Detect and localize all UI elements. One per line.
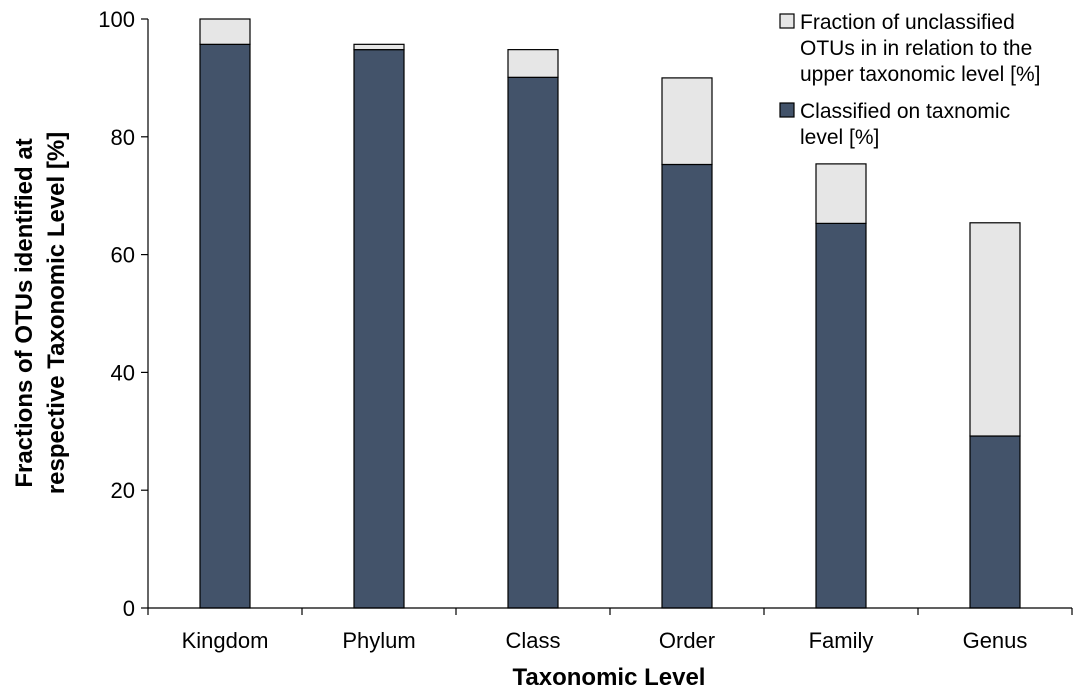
y-tick-label: 100	[98, 7, 135, 32]
bar-family-classified	[815, 222, 867, 609]
bar-kingdom-unclassified	[199, 18, 251, 45]
bar-genus-unclassified	[969, 222, 1021, 437]
x-tick-label-genus: Genus	[963, 628, 1028, 653]
bar-genus-classified	[969, 435, 1021, 609]
bar-order-classified	[661, 163, 713, 609]
x-tick-label-kingdom: Kingdom	[182, 628, 269, 653]
y-axis-title: Fractions of OTUs identified at respecti…	[11, 132, 70, 494]
legend-label: Fraction of unclassified	[800, 11, 1015, 34]
bar-phylum-classified	[353, 49, 405, 609]
y-tick-label: 60	[111, 243, 135, 268]
legend-label: Classified on taxnomic	[800, 100, 1010, 123]
x-tick-label-class: Class	[505, 628, 560, 653]
x-axis-title: Taxonomic Level	[513, 664, 706, 691]
x-ticks-group: Kingdom Phylum Class Order Family Genus	[147, 608, 1073, 653]
y-axis-title-line-1: Fractions of OTUs identified at	[11, 138, 38, 487]
y-tick-label: 40	[111, 360, 135, 385]
legend-label: OTUs in in relation to the	[800, 37, 1032, 60]
bar-class-unclassified	[507, 49, 559, 78]
bars-group	[199, 18, 1021, 609]
x-tick-label-phylum: Phylum	[342, 628, 415, 653]
y-tick-label: 80	[111, 125, 135, 150]
bar-family-unclassified	[815, 163, 867, 224]
legend: Fraction of unclassified OTUs in in relat…	[779, 11, 1040, 149]
y-axis-title-line-2: respective Taxonomic Level [%]	[43, 132, 70, 494]
y-tick-label: 0	[123, 596, 135, 621]
bar-class-classified	[507, 76, 559, 609]
bar-kingdom-classified	[199, 43, 251, 609]
y-tick-label: 20	[111, 478, 135, 503]
bar-phylum-unclassified	[353, 43, 405, 51]
x-tick-label-order: Order	[659, 628, 715, 653]
legend-swatch-classified	[779, 102, 795, 118]
bar-order-unclassified	[661, 77, 713, 166]
legend-swatch-unclassified	[779, 13, 795, 29]
x-tick-label-family: Family	[809, 628, 874, 653]
y-ticks-group: 0 20 40 60 80 100	[98, 7, 148, 621]
legend-label: level [%]	[800, 126, 879, 149]
legend-label: upper taxonomic level [%]	[800, 63, 1040, 86]
